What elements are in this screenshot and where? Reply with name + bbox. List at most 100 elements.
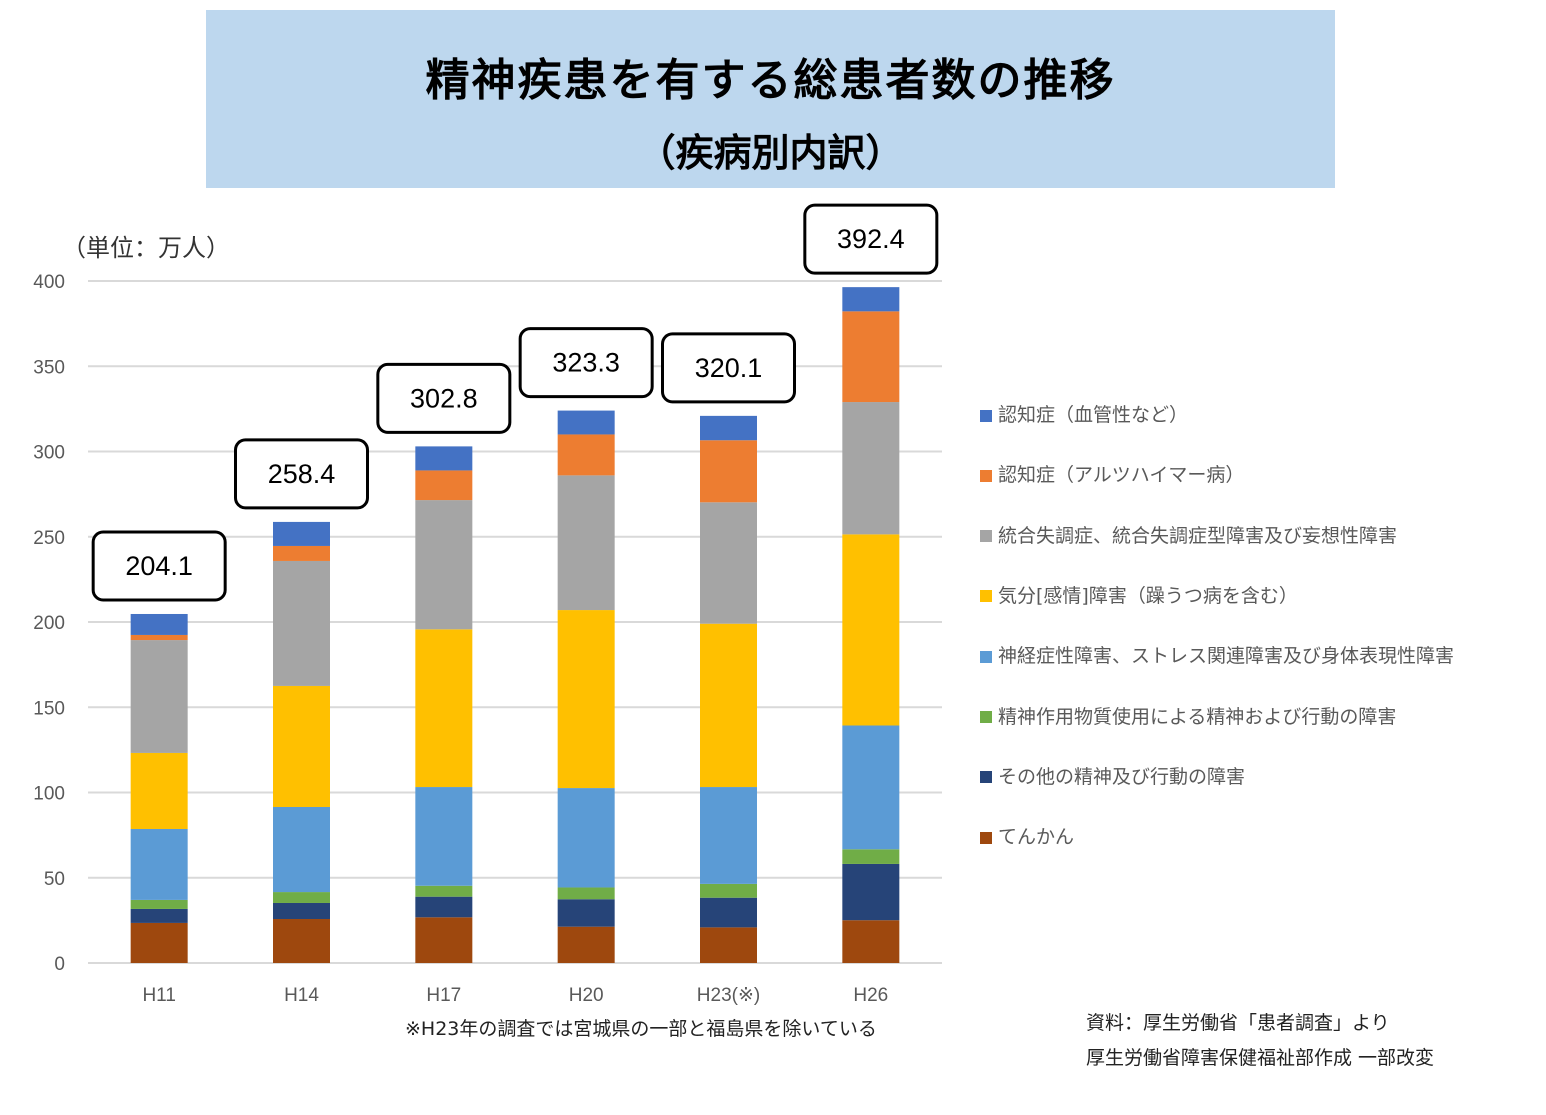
total-callout-box: [376, 362, 512, 434]
bar-segment: [842, 725, 900, 850]
bar-segment: [557, 434, 615, 476]
bar-segment: [273, 919, 330, 963]
bar-segment: [415, 446, 473, 471]
bar-segment: [700, 897, 757, 928]
bar-segment: [273, 545, 330, 561]
bar-segment: [273, 892, 330, 903]
y-tick-label: 0: [54, 954, 65, 975]
legend-label: 気分[感情]障害（躁うつ病を含む）: [998, 584, 1298, 607]
source-line-2: 厚生労働省障害保健福祉部作成 一部改変: [1086, 1047, 1435, 1069]
bar-segment: [700, 415, 757, 441]
total-label: 204.1: [125, 551, 193, 581]
bar-segment: [700, 440, 757, 503]
bar-segment: [842, 534, 900, 726]
bar-segment: [415, 896, 473, 918]
chart-subtitle: （疾病別内訳）: [637, 131, 904, 175]
total-label: 320.1: [695, 353, 763, 383]
bar-segment: [130, 922, 188, 963]
bar-segment: [130, 752, 188, 829]
legend-item: てんかん: [980, 822, 1074, 849]
legend-swatch: [980, 771, 992, 784]
total-label: 258.4: [268, 459, 336, 489]
legend-item: 気分[感情]障害（躁うつ病を含む）: [980, 581, 1298, 608]
x-tick-label: H11: [142, 985, 175, 1006]
footnote: ※H23年の調査では宮城県の一部と福島県を除いている: [405, 1018, 877, 1040]
chart-title: 精神疾患を有する総患者数の推移: [425, 55, 1116, 106]
total-callout-box: [91, 530, 227, 602]
legend-swatch: [980, 831, 992, 844]
bar-segment: [273, 521, 330, 546]
bar-segment: [415, 917, 473, 963]
legend-label: 精神作用物質使用による精神および行動の障害: [998, 705, 1397, 728]
bar-segment: [273, 902, 330, 920]
source-line-1: 資料：厚生労働省「患者調査」より: [1086, 1012, 1390, 1034]
legend-swatch: [980, 711, 992, 723]
bar-segment: [130, 828, 188, 900]
y-tick-label: 400: [33, 272, 65, 293]
bar-segment: [557, 610, 615, 789]
bar-segment: [842, 863, 900, 921]
x-tick-label: H23(※): [697, 985, 760, 1006]
bar-segment: [700, 883, 757, 898]
legend-swatch: [980, 650, 992, 663]
legend-label: その他の精神及び行動の障害: [998, 765, 1246, 788]
legend-label: 神経症性障害、ストレス関連障害及び身体表現性障害: [998, 645, 1455, 668]
bar-segment: [415, 470, 473, 501]
bar-segment: [842, 287, 900, 312]
bar-segment: [700, 502, 757, 624]
bar-segment: [557, 788, 615, 888]
x-tick-label: H17: [426, 985, 461, 1006]
bar-segment: [700, 927, 757, 963]
bar-segment: [273, 685, 330, 807]
total-label: 392.4: [837, 224, 905, 254]
unit-label: （単位：万人）: [62, 234, 230, 262]
total-callout-box: [234, 438, 369, 510]
bar-segment: [557, 887, 615, 900]
bar-segment: [557, 475, 615, 611]
bar-segment: [130, 908, 188, 923]
x-tick-label: H20: [569, 985, 604, 1006]
total-callout-box: [803, 203, 939, 275]
y-tick-label: 100: [33, 784, 65, 805]
bar-segment: [700, 787, 757, 884]
y-tick-label: 200: [33, 613, 65, 634]
legend-item: 認知症（アルツハイマー病）: [980, 460, 1244, 487]
bar-segment: [130, 634, 188, 641]
legend-swatch: [980, 530, 992, 543]
total-callout-box: [518, 327, 654, 399]
bar-segment: [273, 560, 330, 686]
bar-segment: [415, 500, 473, 630]
legend-swatch: [980, 409, 992, 422]
y-tick-label: 150: [33, 698, 65, 719]
bar-segment: [557, 926, 615, 963]
total-label: 302.8: [410, 383, 478, 413]
bar-segment: [557, 899, 615, 927]
bar-segment: [130, 613, 188, 635]
total-callout-box: [661, 332, 796, 404]
bar-segment: [130, 899, 188, 909]
total-label: 323.3: [552, 348, 620, 378]
y-tick-label: 350: [33, 357, 65, 378]
y-tick-label: 50: [44, 869, 65, 890]
legend-label: てんかん: [998, 826, 1075, 849]
x-tick-label: H26: [853, 985, 888, 1006]
legend-item: 認知症（血管性など）: [980, 400, 1188, 427]
bar-segment: [130, 640, 188, 753]
legend-item: その他の精神及び行動の障害: [980, 762, 1245, 789]
legend-label: 認知症（アルツハイマー病）: [998, 464, 1245, 487]
legend-item: 神経症性障害、ストレス関連障害及び身体表現性障害: [980, 641, 1454, 668]
bar-segment: [842, 920, 900, 963]
bar-segment: [842, 849, 900, 864]
legend-item: 統合失調症、統合失調症型障害及び妄想性障害: [980, 521, 1397, 548]
bar-segment: [415, 787, 473, 886]
y-tick-label: 300: [33, 443, 65, 464]
legend-swatch: [980, 590, 992, 603]
legend-item: 精神作用物質使用による精神および行動の障害: [980, 702, 1396, 729]
bar-segment: [415, 885, 473, 897]
legend-label: 統合失調症、統合失調症型障害及び妄想性障害: [998, 524, 1398, 547]
bar-segment: [557, 410, 615, 435]
bar-segment: [273, 806, 330, 893]
legend-label: 認知症（血管性など）: [998, 404, 1189, 426]
